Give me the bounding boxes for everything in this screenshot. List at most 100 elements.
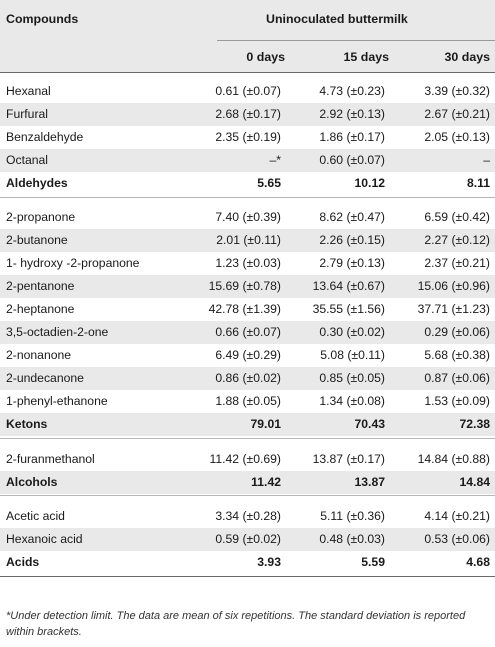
value-15-days: 0.48 (±0.03) bbox=[319, 532, 385, 546]
value-0-days: 0.86 (±0.02) bbox=[215, 371, 281, 385]
group-separator bbox=[0, 197, 495, 198]
value-30-days: 2.27 (±0.12) bbox=[424, 233, 490, 247]
total-row: Ketons 79.01 70.43 72.38 bbox=[0, 413, 495, 436]
table-row: 2-furanmethanol 11.42 (±0.69) 13.87 (±0.17… bbox=[0, 448, 495, 471]
table-row: 1-phenyl-ethanone 1.88 (±0.05) 1.34 (±0.08… bbox=[0, 390, 495, 413]
table-bottom-rule bbox=[0, 576, 495, 577]
value-0-days: 15.69 (±0.78) bbox=[208, 279, 281, 293]
value-30-days: 4.14 (±0.21) bbox=[424, 509, 490, 523]
compound-name: Hexanal bbox=[6, 84, 51, 98]
value-0-days: 79.01 bbox=[250, 417, 282, 431]
header-row-days bbox=[0, 41, 495, 72]
value-0-days: 3.34 (±0.28) bbox=[215, 509, 281, 523]
header-bottom-rule bbox=[0, 72, 495, 73]
value-15-days: 0.30 (±0.02) bbox=[319, 325, 385, 339]
value-30-days: 14.84 bbox=[459, 475, 491, 489]
value-30-days: 72.38 bbox=[459, 417, 491, 431]
value-30-days: 0.29 (±0.06) bbox=[424, 325, 490, 339]
compound-name: 2-butanone bbox=[6, 233, 68, 247]
value-15-days: 70.43 bbox=[354, 417, 386, 431]
compound-name: Furfural bbox=[6, 107, 48, 121]
col-header-30-days: 30 days bbox=[444, 50, 490, 64]
compound-name: Ketons bbox=[6, 417, 48, 431]
value-0-days: 5.65 bbox=[257, 176, 281, 190]
value-15-days: 4.73 (±0.23) bbox=[319, 84, 385, 98]
group-separator bbox=[0, 438, 495, 439]
footnote: *Under detection limit. The data are mea… bbox=[6, 610, 466, 638]
compound-name: 2-nonanone bbox=[6, 348, 72, 362]
value-30-days: 14.84 (±0.88) bbox=[417, 452, 490, 466]
value-30-days: 5.68 (±0.38) bbox=[424, 348, 490, 362]
col-header-15-days: 15 days bbox=[343, 50, 389, 64]
value-0-days: 0.61 (±0.07) bbox=[215, 84, 281, 98]
table-row: Furfural 2.68 (±0.17) 2.92 (±0.13) 2.67 (±0… bbox=[0, 103, 495, 126]
header-row-group bbox=[0, 0, 495, 41]
table-row: 3,5-octadien-2-one 0.66 (±0.07) 0.30 (±0.0… bbox=[0, 321, 495, 344]
value-0-days: 2.68 (±0.17) bbox=[215, 107, 281, 121]
value-30-days: 0.53 (±0.06) bbox=[424, 532, 490, 546]
compound-name: 3,5-octadien-2-one bbox=[6, 325, 109, 339]
value-30-days: 2.67 (±0.21) bbox=[424, 107, 490, 121]
value-15-days: 35.55 (±1.56) bbox=[312, 302, 385, 316]
compound-name: 2-pentanone bbox=[6, 279, 75, 293]
group-header: Uninoculated buttermilk bbox=[266, 12, 408, 26]
value-15-days: 13.64 (±0.67) bbox=[312, 279, 385, 293]
value-30-days: 6.59 (±0.42) bbox=[424, 210, 490, 224]
value-0-days: 2.01 (±0.11) bbox=[216, 233, 281, 247]
compound-name: Benzaldehyde bbox=[6, 130, 84, 144]
value-0-days: –* bbox=[269, 153, 281, 167]
value-30-days: 3.39 (±0.32) bbox=[424, 84, 490, 98]
value-30-days: 1.53 (±0.09) bbox=[424, 394, 490, 408]
value-15-days: 0.60 (±0.07) bbox=[319, 153, 385, 167]
compound-name: 2-propanone bbox=[6, 210, 76, 224]
compound-name: 1-phenyl-ethanone bbox=[6, 394, 108, 408]
table-row: Octanal –* 0.60 (±0.07) – bbox=[0, 149, 495, 172]
value-30-days: 2.37 (±0.21) bbox=[424, 256, 490, 270]
group-separator bbox=[0, 495, 495, 496]
value-0-days: 1.88 (±0.05) bbox=[215, 394, 281, 408]
value-30-days: 15.06 (±0.96) bbox=[417, 279, 490, 293]
value-0-days: 2.35 (±0.19) bbox=[215, 130, 281, 144]
value-0-days: 3.93 bbox=[257, 555, 281, 569]
compound-name: 2-heptanone bbox=[6, 302, 75, 316]
value-15-days: 13.87 bbox=[354, 475, 386, 489]
value-30-days: 37.71 (±1.23) bbox=[417, 302, 490, 316]
table-row: 2-butanone 2.01 (±0.11) 2.26 (±0.15) 2.27 (… bbox=[0, 229, 495, 252]
value-30-days: 4.68 bbox=[466, 555, 490, 569]
value-15-days: 0.85 (±0.05) bbox=[319, 371, 385, 385]
value-0-days: 0.59 (±0.02) bbox=[215, 532, 281, 546]
value-15-days: 5.59 bbox=[361, 555, 385, 569]
compound-name: Acids bbox=[6, 555, 40, 569]
value-30-days: 8.11 bbox=[466, 176, 490, 190]
value-0-days: 11.42 (±0.69) bbox=[209, 452, 281, 466]
value-15-days: 10.12 bbox=[354, 176, 386, 190]
col-header-0-days: 0 days bbox=[246, 50, 285, 64]
value-15-days: 2.26 (±0.15) bbox=[319, 233, 385, 247]
table-row: 2-heptanone 42.78 (±1.39) 35.55 (±1.56) 37.… bbox=[0, 298, 495, 321]
total-row: Aldehydes 5.65 10.12 8.11 bbox=[0, 172, 495, 195]
value-15-days: 1.86 (±0.17) bbox=[319, 130, 385, 144]
table-row: 2-pentanone 15.69 (±0.78) 13.64 (±0.67) 15.… bbox=[0, 275, 495, 298]
table-row: Hexanal 0.61 (±0.07) 4.73 (±0.23) 3.39 (±0.… bbox=[0, 80, 495, 103]
group-underline bbox=[217, 40, 495, 41]
compound-name: Alcohols bbox=[6, 475, 58, 489]
compound-name: 2-undecanone bbox=[6, 371, 84, 385]
compound-name: 1- hydroxy -2-propanone bbox=[6, 256, 140, 270]
value-30-days: 2.05 (±0.13) bbox=[424, 130, 490, 144]
value-15-days: 8.62 (±0.47) bbox=[319, 210, 385, 224]
value-0-days: 0.66 (±0.07) bbox=[215, 325, 281, 339]
table-row: Hexanoic acid 0.59 (±0.02) 0.48 (±0.03) 0.5… bbox=[0, 528, 495, 551]
value-15-days: 5.08 (±0.11) bbox=[320, 348, 385, 362]
total-row: Alcohols 11.42 13.87 14.84 bbox=[0, 471, 495, 494]
table-row: Benzaldehyde 2.35 (±0.19) 1.86 (±0.17) 2.05… bbox=[0, 126, 495, 149]
value-0-days: 42.78 (±1.39) bbox=[208, 302, 281, 316]
table-row: 2-undecanone 0.86 (±0.02) 0.85 (±0.05) 0.87… bbox=[0, 367, 495, 390]
value-30-days: 0.87 (±0.06) bbox=[424, 371, 490, 385]
value-0-days: 7.40 (±0.39) bbox=[215, 210, 281, 224]
compound-name: Hexanoic acid bbox=[6, 532, 83, 546]
value-15-days: 13.87 (±0.17) bbox=[312, 452, 385, 466]
compound-name: Octanal bbox=[6, 153, 49, 167]
table-row: 1- hydroxy -2-propanone 1.23 (±0.03) 2.79 … bbox=[0, 252, 495, 275]
table-row: 2-nonanone 6.49 (±0.29) 5.08 (±0.11) 5.68 (… bbox=[0, 344, 495, 367]
value-15-days: 2.79 (±0.13) bbox=[319, 256, 385, 270]
